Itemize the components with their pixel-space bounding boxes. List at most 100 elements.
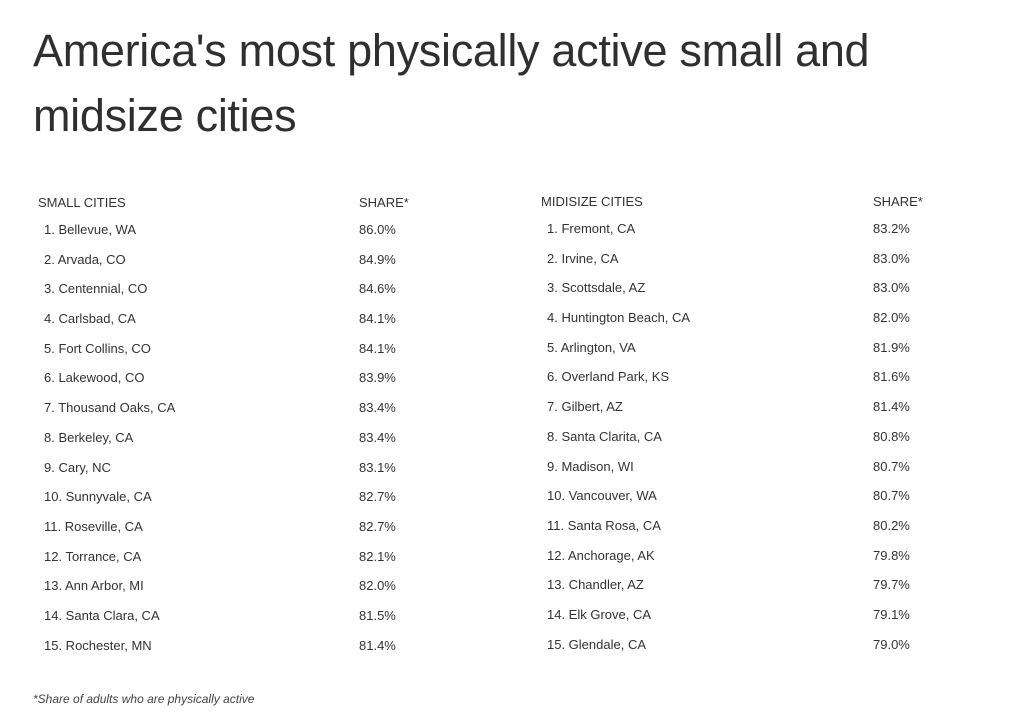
city-name: 13. Chandler, AZ <box>547 577 644 593</box>
table-row: 10. Sunnyvale, CA 82.7% <box>38 481 498 511</box>
table-row: 5. Arlington, VA 81.9% <box>541 332 1001 362</box>
city-name: 14. Santa Clara, CA <box>44 607 160 623</box>
city-name: 5. Arlington, VA <box>547 339 636 355</box>
table-row: 13. Chandler, AZ 79.7% <box>541 569 1001 599</box>
share-value: 79.1% <box>873 606 910 622</box>
city-name: 5. Fort Collins, CO <box>44 340 151 356</box>
table-row: 4. Huntington Beach, CA 82.0% <box>541 302 1001 332</box>
table-row: 9. Madison, WI 80.7% <box>541 451 1001 481</box>
city-name: 6. Overland Park, KS <box>547 369 670 385</box>
share-value: 80.7% <box>873 488 910 504</box>
table-row: 6. Overland Park, KS 81.6% <box>541 361 1001 391</box>
table-row: 10. Vancouver, WA 80.7% <box>541 480 1001 510</box>
city-name: 1. Fremont, CA <box>547 221 636 236</box>
midsize-share-column-header: SHARE* <box>873 194 923 209</box>
city-name: 14. Elk Grove, CA <box>547 606 652 622</box>
table-row: 3. Scottsdale, AZ 83.0% <box>541 272 1001 302</box>
city-name: 15. Rochester, MN <box>44 637 152 653</box>
table-row: 11. Santa Rosa, CA 80.2% <box>541 510 1001 540</box>
city-name: 12. Torrance, CA <box>44 548 142 564</box>
table-row: 9. Cary, NC 83.1% <box>38 452 498 482</box>
share-value: 83.1% <box>359 459 396 475</box>
city-name: 9. Madison, WI <box>547 458 634 474</box>
midsize-cities-header-row: MIDISIZE CITIES SHARE* <box>541 189 1001 213</box>
table-row: 2. Irvine, CA 83.0% <box>541 243 1001 273</box>
share-value: 80.2% <box>873 517 910 533</box>
share-value: 82.0% <box>359 578 396 594</box>
footnote: *Share of adults who are physically acti… <box>33 692 255 706</box>
table-row: 5. Fort Collins, CO 84.1% <box>38 333 498 363</box>
city-name: 2. Irvine, CA <box>547 250 619 266</box>
share-value: 79.0% <box>873 636 910 652</box>
city-name: 10. Vancouver, WA <box>547 488 657 504</box>
share-value: 83.2% <box>873 221 910 236</box>
table-row: 6. Lakewood, CO 83.9% <box>38 362 498 392</box>
midsize-cities-rows: 1. Fremont, CA 83.2% 2. Irvine, CA 83.0% 3. … <box>541 213 1001 658</box>
table-row: 14. Santa Clara, CA 81.5% <box>38 600 498 630</box>
share-value: 80.7% <box>873 458 910 474</box>
table-row: 7. Gilbert, AZ 81.4% <box>541 391 1001 421</box>
city-name: 15. Glendale, CA <box>547 636 647 652</box>
table-row: 1. Fremont, CA 83.2% <box>541 213 1001 243</box>
small-cities-rows: 1. Bellevue, WA 86.0% 2. Arvada, CO 84.9% 3.… <box>38 214 498 659</box>
city-name: 11. Santa Rosa, CA <box>547 517 661 533</box>
share-value: 79.7% <box>873 577 910 593</box>
midsize-cities-column-header: MIDISIZE CITIES <box>541 194 643 209</box>
city-name: 4. Huntington Beach, CA <box>547 310 691 326</box>
city-name: 9. Cary, NC <box>44 459 111 475</box>
city-name: 8. Santa Clarita, CA <box>547 428 662 444</box>
table-row: 13. Ann Arbor, MI 82.0% <box>38 570 498 600</box>
table-row: 12. Anchorage, AK 79.8% <box>541 540 1001 570</box>
table-row: 14. Elk Grove, CA 79.1% <box>541 599 1001 629</box>
table-row: 8. Santa Clarita, CA 80.8% <box>541 421 1001 451</box>
city-name: 1. Bellevue, WA <box>44 222 137 237</box>
share-value: 83.4% <box>359 400 396 416</box>
small-cities-table: SMALL CITIES SHARE* 1. Bellevue, WA 86.0%… <box>38 190 498 659</box>
city-name: 6. Lakewood, CO <box>44 370 145 386</box>
share-value: 82.0% <box>873 310 910 326</box>
share-value: 83.0% <box>873 280 910 296</box>
share-value: 82.1% <box>359 548 396 564</box>
share-value: 84.9% <box>359 251 396 267</box>
share-value: 82.7% <box>359 518 396 534</box>
table-row: 2. Arvada, CO 84.9% <box>38 244 498 274</box>
midsize-cities-table: MIDISIZE CITIES SHARE* 1. Fremont, CA 83.… <box>541 189 1001 658</box>
city-name: 7. Thousand Oaks, CA <box>44 400 176 416</box>
city-name: 13. Ann Arbor, MI <box>44 578 144 594</box>
city-name: 4. Carlsbad, CA <box>44 311 136 327</box>
city-name: 3. Scottsdale, AZ <box>547 280 646 296</box>
table-row: 1. Bellevue, WA 86.0% <box>38 214 498 244</box>
city-name: 10. Sunnyvale, CA <box>44 489 152 505</box>
city-name: 12. Anchorage, AK <box>547 547 655 563</box>
share-value: 81.5% <box>359 607 396 623</box>
share-value: 79.8% <box>873 547 910 563</box>
share-value: 83.0% <box>873 250 910 266</box>
table-row: 15. Glendale, CA 79.0% <box>541 629 1001 659</box>
table-row: 4. Carlsbad, CA 84.1% <box>38 303 498 333</box>
share-value: 83.9% <box>359 370 396 386</box>
city-name: 3. Centennial, CO <box>44 281 148 297</box>
city-name: 11. Roseville, CA <box>44 518 143 534</box>
table-row: 3. Centennial, CO 84.6% <box>38 273 498 303</box>
small-cities-column-header: SMALL CITIES <box>38 195 126 210</box>
share-value: 82.7% <box>359 489 396 505</box>
table-row: 11. Roseville, CA 82.7% <box>38 511 498 541</box>
table-row: 8. Berkeley, CA 83.4% <box>38 422 498 452</box>
share-value: 80.8% <box>873 428 910 444</box>
share-value: 81.9% <box>873 339 910 355</box>
page-title: America's most physically active small a… <box>33 25 870 141</box>
table-row: 12. Torrance, CA 82.1% <box>38 541 498 571</box>
share-value: 84.1% <box>359 340 396 356</box>
small-cities-header-row: SMALL CITIES SHARE* <box>38 190 498 214</box>
small-share-column-header: SHARE* <box>359 195 409 210</box>
table-row: 7. Thousand Oaks, CA 83.4% <box>38 392 498 422</box>
share-value: 81.4% <box>873 399 910 415</box>
share-value: 81.4% <box>359 637 396 653</box>
share-value: 84.6% <box>359 281 396 297</box>
share-value: 86.0% <box>359 222 396 237</box>
share-value: 84.1% <box>359 311 396 327</box>
city-name: 2. Arvada, CO <box>44 251 126 267</box>
city-name: 7. Gilbert, AZ <box>547 399 623 415</box>
table-row: 15. Rochester, MN 81.4% <box>38 630 498 660</box>
share-value: 81.6% <box>873 369 910 385</box>
